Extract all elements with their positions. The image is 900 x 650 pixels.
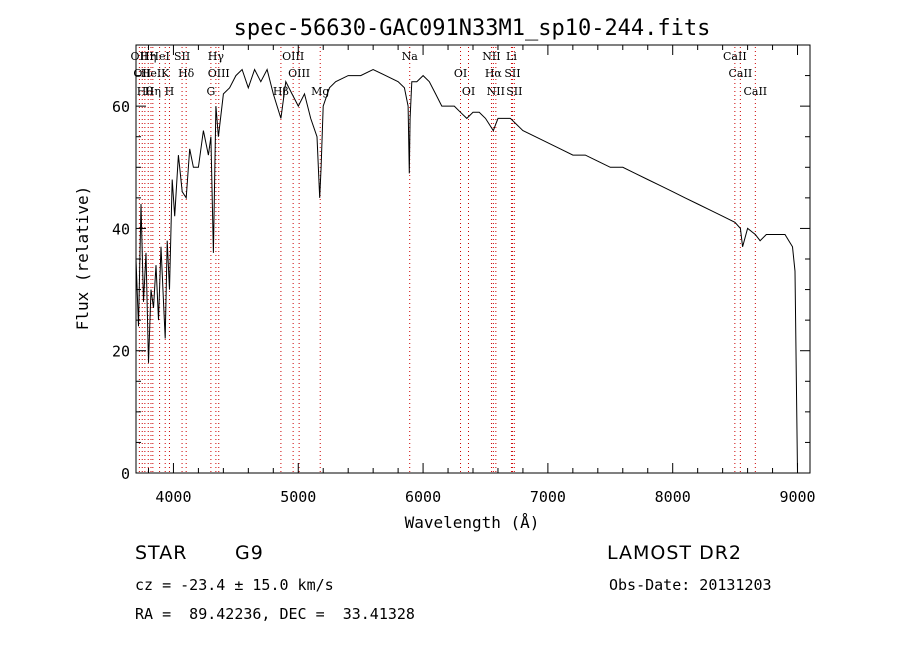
line-marker-label: OI xyxy=(462,85,475,98)
line-marker-label: Hθ xyxy=(137,85,154,98)
line-marker-label: HeI xyxy=(141,67,161,80)
x-tick-label: 4000 xyxy=(155,488,191,506)
line-marker-label: Na xyxy=(402,50,419,63)
chart-title: spec-56630-GAC091N33M1_sp10-244.fits xyxy=(234,16,711,41)
line-marker-label: NII xyxy=(482,50,500,63)
line-marker-label: SII xyxy=(174,50,190,63)
x-axis-label: Wavelength (Å) xyxy=(405,513,540,532)
coords-text: RA = 89.42236, DEC = 33.41328 xyxy=(135,605,415,623)
x-tick-label: 5000 xyxy=(280,488,316,506)
line-marker-label: OIII xyxy=(208,67,230,80)
line-marker-label: Li xyxy=(506,50,517,63)
line-marker-label: Hη xyxy=(145,85,161,98)
obs-date-text: Obs-Date: 20131203 xyxy=(609,576,772,594)
line-marker-label: H xyxy=(165,85,175,98)
y-tick-label: 40 xyxy=(112,220,130,238)
y-tick-label: 0 xyxy=(121,465,130,483)
plot-frame xyxy=(135,44,811,474)
line-marker-label: Hδ xyxy=(178,67,195,80)
spectrum-line xyxy=(135,68,798,474)
line-marker-label: OIII xyxy=(282,50,304,63)
line-marker-label: G xyxy=(206,85,215,98)
line-marker-label: OIII xyxy=(288,67,310,80)
class-label: STAR xyxy=(135,542,188,564)
survey-label: LAMOST DR2 xyxy=(607,542,742,564)
line-marker-label: OII xyxy=(133,67,151,80)
line-marker-label: Mg xyxy=(311,85,329,98)
line-marker-label: HeI xyxy=(149,50,169,63)
x-tick-label: 9000 xyxy=(779,488,815,506)
y-tick-label: 20 xyxy=(112,343,130,361)
line-marker-labels: OIIOIIHθHηHeIHηHeIKHSIIHδGHγOIIIHβOIIIOI… xyxy=(131,50,768,98)
line-marker-label: NII xyxy=(487,85,505,98)
line-marker-label: K xyxy=(161,67,170,80)
line-marker-label: SII xyxy=(504,67,520,80)
subclass-label: G9 xyxy=(235,542,264,564)
line-marker-label: OI xyxy=(454,67,467,80)
line-marker-label: Hα xyxy=(485,67,503,80)
line-markers xyxy=(138,47,756,473)
y-tick-label: 60 xyxy=(112,98,130,116)
line-marker-label: Hη xyxy=(140,50,156,63)
axis-ticks xyxy=(136,45,810,474)
axis-tick-labels: 4000 5000 6000 7000 8000 9000 0 20 40 60 xyxy=(112,98,816,506)
redshift-text: cz = -23.4 ± 15.0 km/s xyxy=(135,576,334,594)
x-tick-label: 8000 xyxy=(655,488,691,506)
x-tick-label: 7000 xyxy=(530,488,566,506)
x-tick-label: 6000 xyxy=(405,488,441,506)
line-marker-label: CaII xyxy=(743,85,767,98)
line-marker-label: Hγ xyxy=(208,50,225,63)
line-marker-label: SII xyxy=(506,85,522,98)
line-marker-label: CaII xyxy=(723,50,747,63)
line-marker-label: OII xyxy=(131,50,149,63)
y-axis-label: Flux (relative) xyxy=(73,186,92,331)
line-marker-label: Hβ xyxy=(273,85,289,98)
line-marker-label: CaII xyxy=(729,67,753,80)
